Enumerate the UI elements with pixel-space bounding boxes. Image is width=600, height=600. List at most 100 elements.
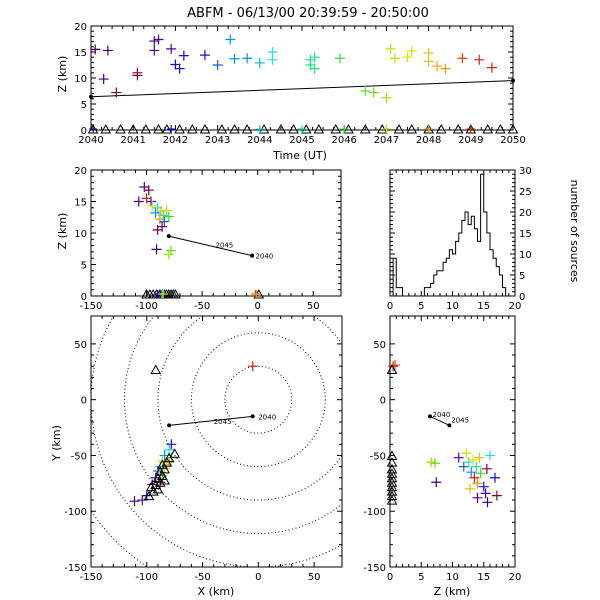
storm-track-point xyxy=(511,78,515,83)
source-point xyxy=(229,53,240,64)
station-triangle xyxy=(507,123,519,134)
station-triangle xyxy=(313,123,325,134)
source-point xyxy=(469,472,480,483)
range-ring xyxy=(124,316,342,534)
source-point xyxy=(98,74,109,85)
station-triangle xyxy=(452,123,464,134)
source-point xyxy=(368,87,379,98)
storm-track-point xyxy=(250,414,255,419)
source-point xyxy=(457,53,468,64)
station-triangle xyxy=(494,123,506,134)
height-y-xlabel: Z (km) xyxy=(434,585,471,598)
source-point xyxy=(360,86,371,96)
source-point xyxy=(132,70,143,81)
x-tick-label: 2050 xyxy=(500,135,525,146)
x-tick-label: 20 xyxy=(509,301,522,312)
x-tick-label: 2040 xyxy=(78,135,103,146)
station-triangle xyxy=(154,477,166,487)
x-tick-label: 15 xyxy=(477,301,490,312)
x-tick-label: 2042 xyxy=(163,135,188,146)
source-point xyxy=(390,360,400,371)
station-triangle xyxy=(386,364,398,375)
source-point xyxy=(382,125,391,133)
y-tick-label: 30 xyxy=(519,166,532,177)
range-ring xyxy=(157,316,342,501)
panel-time-height: Z (km) Time (UT) xyxy=(56,56,327,162)
source-point xyxy=(141,193,152,204)
source-point xyxy=(254,57,265,68)
y-tick-label: 15 xyxy=(74,198,87,209)
y-tick-label: -50 xyxy=(71,451,87,462)
histogram-ylabel: number of sources xyxy=(568,180,581,283)
plan-view-xlabel: X (km) xyxy=(198,585,235,598)
source-point xyxy=(267,54,278,65)
y-tick-label: -150 xyxy=(363,563,386,574)
x-tick-label: 10 xyxy=(446,572,459,583)
source-point xyxy=(242,53,253,64)
source-point xyxy=(466,125,475,133)
x-tick-label: -50 xyxy=(194,572,210,583)
source-point xyxy=(491,490,502,501)
station-triangle xyxy=(186,123,198,134)
station-triangle xyxy=(170,288,181,299)
station-triangle xyxy=(359,123,371,134)
storm-track-label: 2045 xyxy=(215,241,233,249)
source-point xyxy=(389,53,400,64)
source-point xyxy=(199,50,210,61)
x-tick-label: 2047 xyxy=(374,135,399,146)
station-triangle xyxy=(393,123,405,134)
storm-track-point xyxy=(250,253,255,258)
station-triangle xyxy=(275,123,287,134)
y-tick-label: 0 xyxy=(380,396,386,407)
x-height-frame xyxy=(90,169,342,297)
source-point xyxy=(161,205,172,216)
storm-track-line xyxy=(169,415,253,426)
source-point xyxy=(340,125,349,133)
station-triangle xyxy=(150,364,162,375)
station-triangle xyxy=(159,463,170,474)
source-point xyxy=(486,62,497,73)
source-point xyxy=(478,481,489,492)
source-point xyxy=(385,43,396,54)
source-point xyxy=(255,125,264,133)
time-height-xlabel: Time (UT) xyxy=(272,149,327,162)
y-tick-label: 5 xyxy=(519,271,525,282)
storm-track-line xyxy=(90,80,514,98)
station-triangle xyxy=(229,123,240,134)
station-triangle xyxy=(386,495,398,505)
y-tick-label: 0 xyxy=(81,126,87,137)
x-tick-label: 5 xyxy=(418,572,424,583)
station-triangle xyxy=(115,123,126,134)
y-tick-label: 10 xyxy=(519,250,532,261)
source-point xyxy=(178,50,189,61)
histogram-frame xyxy=(389,169,516,297)
storm-track-line xyxy=(168,235,253,257)
y-tick-label: 15 xyxy=(74,48,87,59)
x-tick-label: 0 xyxy=(255,572,261,583)
y-tick-label: 0 xyxy=(519,292,525,303)
station-triangle xyxy=(406,123,418,134)
range-ring xyxy=(190,332,326,468)
station-triangle xyxy=(288,123,299,134)
source-point xyxy=(468,454,479,465)
storm-track-point xyxy=(167,423,172,428)
x-tick-label: 5 xyxy=(418,301,424,312)
x-tick-label: 15 xyxy=(477,572,490,583)
y-tick-label: 5 xyxy=(81,100,87,111)
source-point xyxy=(466,467,477,478)
source-point xyxy=(381,92,392,103)
source-point xyxy=(474,54,485,65)
station-triangle xyxy=(386,450,398,460)
source-point xyxy=(458,461,469,472)
source-point xyxy=(309,52,320,63)
storm-track-label: 2040 xyxy=(255,253,273,261)
figure-title: ABFM - 06/13/00 20:39:59 - 20:50:00 xyxy=(187,6,429,21)
station-triangle xyxy=(169,448,181,458)
source-point xyxy=(309,63,320,74)
storm-track-line xyxy=(429,415,450,426)
y-tick-label: 25 xyxy=(519,187,532,198)
source-point xyxy=(463,457,474,468)
source-point xyxy=(133,196,144,207)
